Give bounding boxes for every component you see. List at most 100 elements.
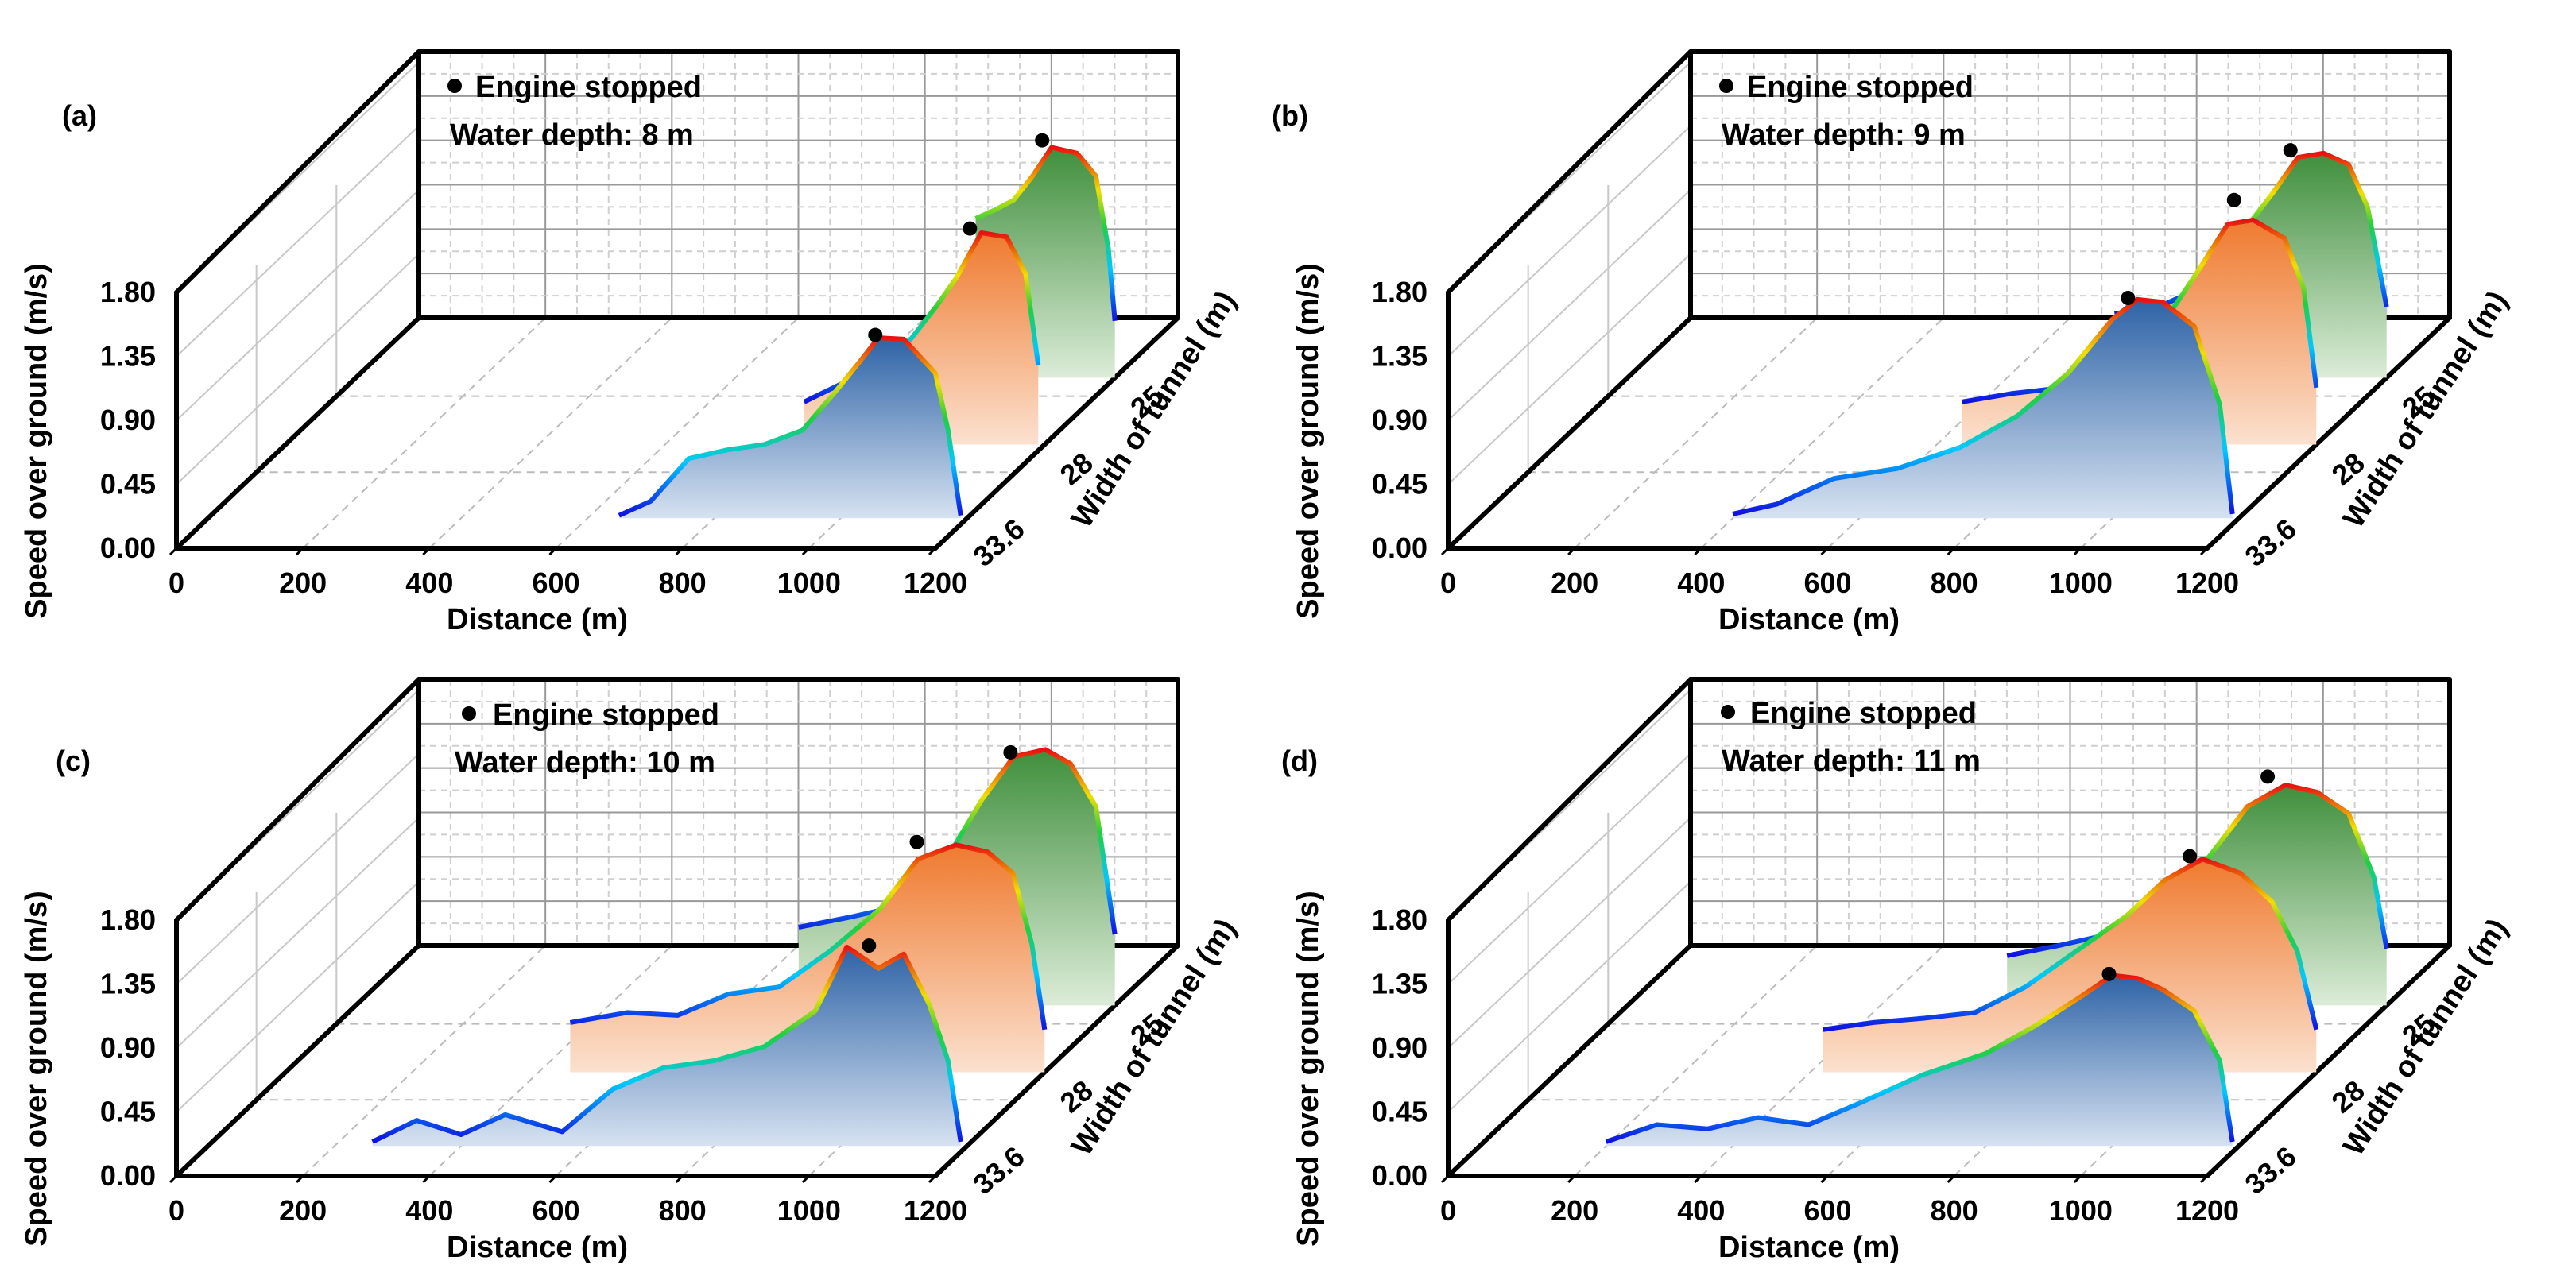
y-tick-label: 1.80 (100, 276, 156, 308)
y-tick-label: 0.90 (1372, 1031, 1427, 1064)
engine-stopped-point (2283, 143, 2298, 158)
panel-label: (d) (1281, 744, 1318, 777)
left-wall-gridline (176, 125, 420, 358)
water-depth-annotation: Water depth: 10 m (455, 746, 715, 779)
legend-label: Engine stopped (475, 71, 702, 104)
x-tick-label: 400 (405, 567, 453, 599)
panel-a: 0 200 400 600 800 1000 1200 0.00 0.45 0.90 1.35 1.8… (20, 49, 1243, 636)
x-tick-label: 1000 (777, 567, 841, 599)
y-tick-label: 1.80 (100, 903, 156, 936)
engine-stopped-point (1035, 133, 1050, 148)
x-tick (169, 547, 178, 556)
x-tick-label: 600 (532, 1194, 579, 1227)
left-wall-gridline (1447, 189, 1691, 421)
panel-label: (b) (1272, 99, 1308, 132)
water-depth-annotation: Water depth: 9 m (1722, 118, 1966, 152)
series-line-28 (1823, 857, 2319, 1032)
series-group (618, 133, 1118, 519)
panel-b: 0 200 400 600 800 1000 1200 0.00 0.45 0.90 1.35 1.8… (1272, 49, 2515, 636)
x-tick-label: 0 (1440, 1194, 1456, 1227)
x-tick-label: 200 (1551, 1194, 1598, 1227)
x-tick-label: 200 (1551, 567, 1598, 599)
x-tick-label: 800 (1931, 567, 1978, 599)
x-tick (422, 547, 431, 556)
x-tick (1820, 1174, 1829, 1184)
series-group (371, 744, 1118, 1147)
x-tick-label: 1200 (2175, 1194, 2239, 1227)
x-tick-label: 800 (659, 1194, 707, 1227)
left-wall-gridline (176, 752, 420, 985)
water-depth-annotation: Water depth: 8 m (450, 118, 694, 152)
axis-frame-edge (174, 943, 421, 1178)
engine-stopped-point (2183, 849, 2198, 864)
x-tick (2199, 1174, 2209, 1184)
axis-frame-edge (1446, 315, 1693, 551)
x-tick (296, 1174, 304, 1184)
engine-stopped-point (1003, 744, 1018, 760)
y-tick-label: 1.35 (100, 968, 156, 1000)
x-tick (1694, 1174, 1702, 1184)
left-wall-gridline (1447, 125, 1691, 358)
x-tick (801, 547, 810, 556)
panel-d: 0 200 400 600 800 1000 1200 0.00 0.45 0.90 1.35 1.8… (1281, 677, 2515, 1264)
floor-gridline (555, 317, 800, 549)
axis-frame-edge (1446, 677, 1693, 922)
x-tick (169, 1174, 178, 1184)
floor-gridline (302, 317, 546, 549)
y-tick-label: 0.45 (100, 468, 156, 501)
y-tick-label: 0.00 (1372, 532, 1427, 564)
panel-label: (c) (56, 744, 91, 777)
left-wall-gridline (176, 817, 420, 1049)
left-wall-gridline (1447, 253, 1691, 485)
panel-c: 0 200 400 600 800 1000 1200 0.00 0.45 0.90 1.35 1.8… (20, 677, 1243, 1264)
x-tick-label: 0 (1440, 567, 1456, 599)
floor-gridline (1574, 317, 1818, 549)
x-tick (2199, 547, 2209, 556)
x-tick (296, 547, 304, 556)
x-tick-label: 600 (1803, 567, 1851, 599)
legend-label: Engine stopped (493, 698, 719, 732)
axis-frame-edge (2205, 943, 2452, 1178)
axis-frame-edge (1446, 49, 1693, 295)
x-tick (2073, 547, 2082, 556)
y-tick-label: 0.90 (1372, 404, 1427, 436)
series-line-33-6 (618, 335, 963, 518)
left-wall-gridline (1447, 752, 1691, 985)
axis-frame-edge (174, 677, 421, 922)
left-wall-gridline (176, 880, 420, 1113)
x-tick-label: 400 (1677, 1194, 1725, 1227)
series-area-33-6 (618, 338, 961, 519)
x-tick (675, 1174, 684, 1184)
legend-marker-icon (447, 79, 462, 93)
x-tick-label: 600 (1803, 1194, 1851, 1227)
y-axis-label: Speed over ground (m/s) (1292, 891, 1325, 1247)
x-tick-label: 1200 (904, 1194, 967, 1227)
legend-label: Engine stopped (1747, 71, 1974, 104)
x-tick (675, 547, 684, 556)
z-tick-label: 33.6 (967, 512, 1031, 572)
x-tick-label: 800 (1931, 1194, 1978, 1227)
x-tick (1820, 547, 1829, 556)
series-group (1605, 769, 2389, 1147)
y-tick-label: 0.00 (100, 1159, 156, 1192)
x-tick (1947, 547, 1955, 556)
x-tick (548, 547, 557, 556)
z-tick-label: 33.6 (967, 1139, 1031, 1200)
y-tick-label: 0.90 (100, 404, 156, 436)
engine-stopped-point (868, 327, 883, 342)
y-tick-label: 0.45 (1372, 468, 1427, 501)
water-depth-annotation: Water depth: 11 m (1722, 744, 1981, 778)
x-tick-label: 200 (279, 567, 327, 599)
legend: Engine stopped (1719, 71, 1974, 104)
y-tick-label: 0.00 (100, 532, 156, 564)
series-area-33-6 (1606, 975, 2233, 1147)
axis-frame-edge (933, 315, 1180, 551)
y-tick-label: 1.35 (100, 340, 156, 373)
series-group (1732, 143, 2389, 519)
x-tick (801, 1174, 810, 1184)
x-axis-label: Distance (m) (447, 1231, 628, 1264)
x-tick (548, 1174, 557, 1184)
y-tick-label: 1.35 (1372, 968, 1427, 1000)
x-tick (1567, 1174, 1576, 1184)
